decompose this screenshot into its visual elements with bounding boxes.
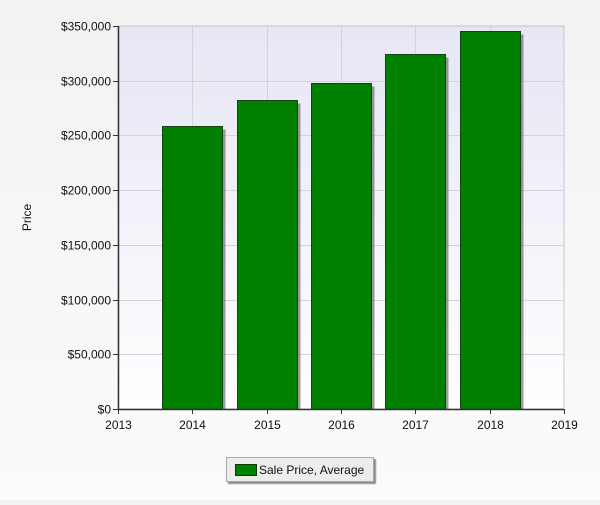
- x-tick-label: 2019: [551, 418, 578, 432]
- y-axis-label: Price: [20, 204, 34, 232]
- y-tick-label: $250,000: [61, 129, 111, 143]
- y-tick-label: $200,000: [61, 184, 111, 198]
- y-tick-label: $300,000: [61, 75, 111, 89]
- bar-2017: [385, 54, 446, 410]
- bar-2015: [237, 100, 298, 410]
- bar-2016: [311, 83, 372, 410]
- bar-2018: [460, 31, 521, 410]
- x-tick-label: 2014: [179, 418, 206, 432]
- y-tick-label: $0: [98, 403, 112, 417]
- x-tick-label: 2015: [254, 418, 281, 432]
- legend-label: Sale Price, Average: [259, 462, 365, 477]
- x-tick-label: 2017: [402, 418, 429, 432]
- legend: Sale Price, Average: [226, 457, 374, 482]
- y-tick-label: $100,000: [61, 294, 111, 308]
- bar-2014: [162, 126, 223, 410]
- x-tick-label: 2018: [477, 418, 504, 432]
- y-tick-label: $50,000: [68, 348, 112, 362]
- y-tick-label: $350,000: [61, 20, 111, 34]
- legend-swatch: [235, 463, 257, 476]
- x-tick-label: 2016: [328, 418, 355, 432]
- x-tick-label: 2013: [105, 418, 132, 432]
- y-tick-label: $150,000: [61, 239, 111, 253]
